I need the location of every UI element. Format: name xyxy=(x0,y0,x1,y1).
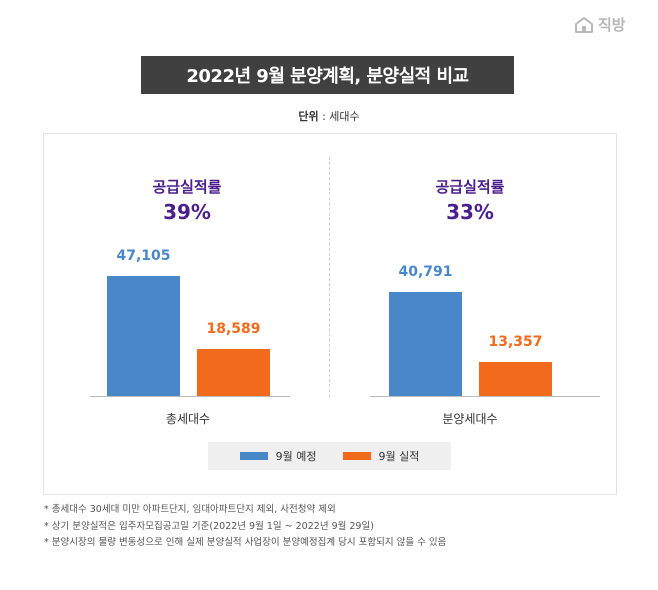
baseline-total xyxy=(90,396,290,397)
footnote: * 상기 분양실적은 입주자모집공고일 기준(2022년 9월 1일 ~ 202… xyxy=(44,520,374,532)
footnote: * 총세대수 30세대 미만 아파트단지, 임대아파트단지 제외, 사전청약 제… xyxy=(44,504,336,515)
group-divider xyxy=(329,157,330,397)
brand-logo: 직방 xyxy=(574,14,626,35)
category-label-sale: 분양세대수 xyxy=(442,412,498,426)
rate-label-sale: 공급실적률 xyxy=(435,178,505,196)
legend-item-plan: 9월 예정 xyxy=(239,448,317,464)
unit-value: : 세대수 xyxy=(318,110,360,123)
unit-label: 단위 : 세대수 xyxy=(0,108,658,124)
category-label-total: 총세대수 xyxy=(165,412,211,426)
legend-item-actual: 9월 실적 xyxy=(342,448,420,464)
value-label-sale-plan: 40,791 xyxy=(398,264,453,281)
rate-value-total: 39% xyxy=(163,200,211,224)
footnote: * 분양시장의 물량 변동성으로 인해 실제 분양실적 사업장이 분양예정집계 … xyxy=(44,537,447,548)
bar-sale-actual xyxy=(479,361,552,396)
unit-key: 단위 xyxy=(298,110,319,123)
value-label-sale-actual: 13,357 xyxy=(488,333,543,350)
baseline-sale xyxy=(370,396,600,397)
value-label-total-actual: 18,589 xyxy=(206,320,261,337)
legend-label-plan: 9월 예정 xyxy=(275,450,317,463)
value-label-total-plan: 47,105 xyxy=(116,248,171,264)
legend-label-actual: 9월 실적 xyxy=(378,450,420,463)
brand-name: 직방 xyxy=(598,16,626,34)
rate-value-sale: 33% xyxy=(446,200,494,224)
chart-title: 2022년 9월 분양계획, 분양실적 비교 xyxy=(141,56,514,94)
legend: 9월 예정 9월 실적 xyxy=(208,442,451,470)
bar-total-plan xyxy=(107,276,180,396)
footnotes: * 총세대수 30세대 미만 아파트단지, 임대아파트단지 제외, 사전청약 제… xyxy=(44,502,446,552)
legend-swatch-plan xyxy=(239,452,268,460)
bar-sale-plan xyxy=(389,292,462,396)
legend-swatch-actual xyxy=(342,452,371,460)
rate-label-total: 공급실적률 xyxy=(152,178,222,196)
bar-total-actual xyxy=(197,348,270,396)
home-icon xyxy=(575,16,593,33)
